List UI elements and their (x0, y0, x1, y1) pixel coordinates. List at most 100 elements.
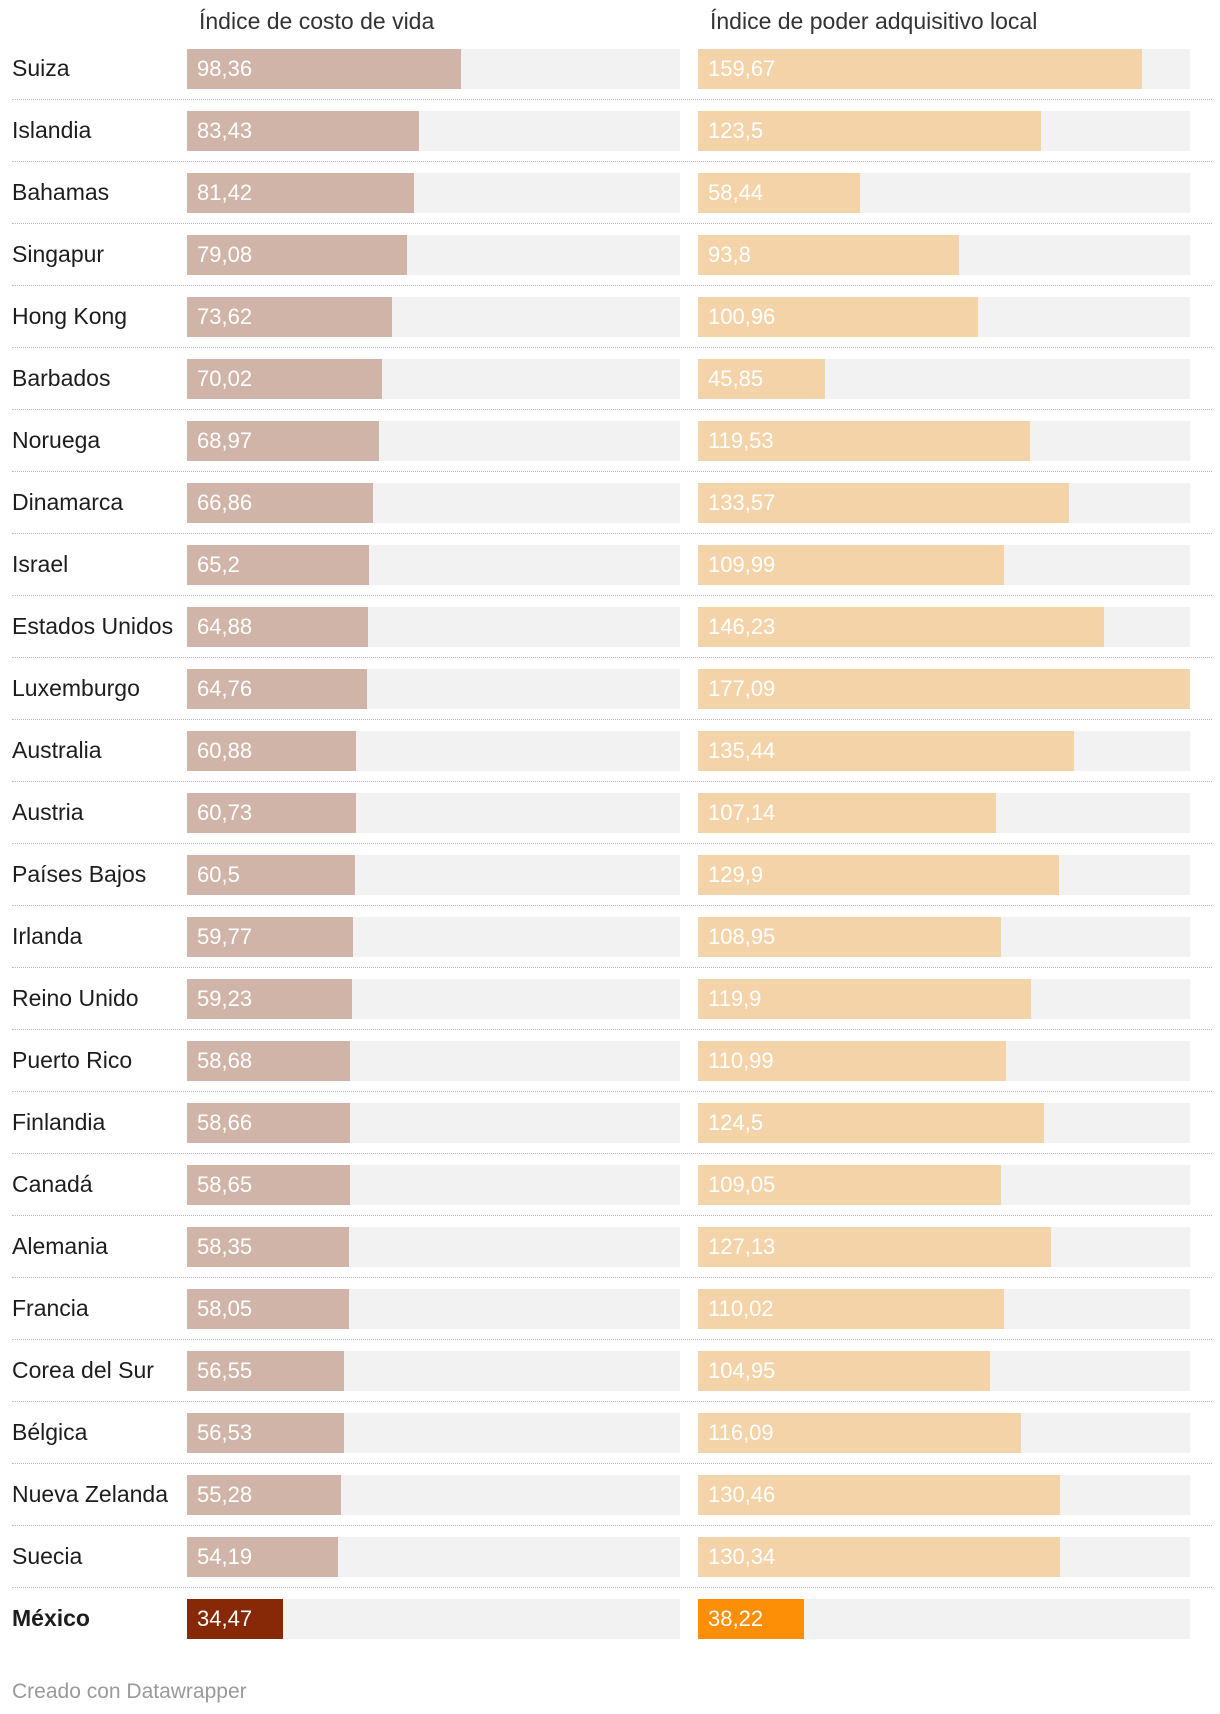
cost-bar-track: 64,88 (187, 607, 680, 647)
cost-of-living-bar (187, 917, 354, 957)
country-label: Bélgica (12, 1419, 88, 1445)
bar-value-label: 93,8 (708, 242, 751, 267)
country-label: Hong Kong (12, 303, 128, 329)
cost-bar-track: 60,5 (187, 855, 680, 895)
purchasing-power-bar (698, 1103, 1044, 1143)
cost-bar-track: 58,68 (187, 1041, 680, 1081)
chart-row: Luxemburgo 64,76 177,09 (12, 657, 1212, 720)
bar-value-label: 60,73 (197, 800, 253, 825)
bar-value-label: 68,97 (197, 428, 253, 453)
country-label: Islandia (12, 117, 92, 143)
cost-bar-track: 81,42 (187, 173, 680, 213)
power-bar-track: 109,05 (698, 1165, 1190, 1205)
power-bar-track: 93,8 (698, 235, 1190, 275)
cost-of-living-bar (187, 1041, 351, 1081)
purchasing-power-bar (698, 173, 861, 213)
purchasing-power-bar (698, 1413, 1021, 1453)
power-bar-track: 127,13 (698, 1227, 1190, 1267)
cost-of-living-bar (187, 793, 357, 833)
cost-of-living-bar (187, 359, 382, 399)
bar-value-label: 56,53 (197, 1420, 253, 1445)
purchasing-power-bar (698, 1041, 1007, 1081)
bar-value-label: 58,66 (197, 1110, 253, 1135)
bar-value-label: 109,99 (708, 552, 776, 577)
chart-row: Hong Kong 73,62 100,96 (12, 285, 1212, 348)
bar-value-label: 56,55 (197, 1358, 253, 1383)
power-bar-track: 116,09 (698, 1413, 1190, 1453)
bar-value-label: 130,46 (708, 1482, 776, 1507)
cost-bar-track: 56,55 (187, 1351, 680, 1391)
chart-row: Canadá 58,65 109,05 (12, 1153, 1212, 1216)
chart-row: Suecia 54,19 130,34 (12, 1525, 1212, 1588)
bar-value-label: 110,99 (708, 1048, 774, 1073)
country-label: Suecia (12, 1543, 83, 1569)
purchasing-power-bar (698, 855, 1059, 895)
bar-value-label: 119,9 (708, 986, 762, 1011)
chart-row: Dinamarca 66,86 133,57 (12, 471, 1212, 534)
chart-row: Australia 60,88 135,44 (12, 719, 1212, 782)
purchasing-power-bar (698, 731, 1075, 771)
header-purchasing-power: Índice de poder adquisitivo local (710, 8, 1038, 34)
country-label: Australia (12, 737, 102, 763)
bar-value-label: 70,02 (197, 366, 253, 391)
bar-value-label: 177,09 (708, 676, 776, 701)
chart-row: Barbados 70,02 45,85 (12, 347, 1212, 410)
bar-value-label: 34,47 (197, 1606, 253, 1631)
chart-row: Irlanda 59,77 108,95 (12, 905, 1212, 968)
bar-value-label: 100,96 (708, 304, 776, 329)
power-bar-track: 123,5 (698, 111, 1190, 151)
purchasing-power-bar (698, 1289, 1004, 1329)
cost-of-living-bar (187, 1289, 349, 1329)
bar-value-label: 64,88 (197, 614, 253, 639)
country-label: Austria (12, 799, 84, 825)
cost-bar-track: 58,65 (187, 1165, 680, 1205)
cost-bar-track: 58,66 (187, 1103, 680, 1143)
country-label: Francia (12, 1295, 89, 1321)
cost-bar-track: 59,77 (187, 917, 680, 957)
purchasing-power-bar (698, 607, 1105, 647)
bar-value-label: 60,88 (197, 738, 253, 763)
power-bar-track: 135,44 (698, 731, 1190, 771)
bar-value-label: 146,23 (708, 614, 776, 639)
bar-value-label: 107,14 (708, 800, 776, 825)
country-label: Nueva Zelanda (12, 1481, 168, 1507)
bar-value-label: 58,35 (197, 1234, 253, 1259)
cost-of-living-bar (187, 421, 379, 461)
purchasing-power-bar (698, 235, 959, 275)
bar-value-label: 45,85 (708, 366, 764, 391)
bar-value-label: 64,76 (197, 676, 253, 701)
purchasing-power-bar (698, 793, 996, 833)
bar-value-label: 66,86 (197, 490, 253, 515)
bar-value-label: 73,62 (197, 304, 253, 329)
purchasing-power-bar (698, 111, 1042, 151)
cost-of-living-bar (187, 1351, 345, 1391)
bar-value-label: 130,34 (708, 1544, 776, 1569)
bar-value-label: 124,5 (708, 1110, 764, 1135)
purchasing-power-bar (698, 483, 1070, 523)
chart-row: Austria 60,73 107,14 (12, 781, 1212, 844)
bar-value-label: 58,44 (708, 180, 764, 205)
footer-credit: Creado con Datawrapper (12, 1680, 247, 1703)
cost-of-living-bar (187, 1103, 351, 1143)
power-bar-track: 107,14 (698, 793, 1190, 833)
chart-row: Países Bajos 60,5 129,9 (12, 843, 1212, 906)
country-label: Canadá (12, 1171, 93, 1197)
cost-of-living-bar (187, 731, 357, 771)
power-bar-track: 110,99 (698, 1041, 1190, 1081)
chart-row: Noruega 68,97 119,53 (12, 409, 1212, 472)
power-bar-track: 100,96 (698, 297, 1190, 337)
power-bar-track: 129,9 (698, 855, 1190, 895)
cost-bar-track: 73,62 (187, 297, 680, 337)
purchasing-power-bar (698, 1537, 1061, 1577)
bar-value-label: 116,09 (708, 1420, 774, 1445)
cost-bar-track: 60,73 (187, 793, 680, 833)
bar-value-label: 65,2 (197, 552, 240, 577)
chart-row: Suiza 98,36 159,67 (12, 37, 1212, 100)
country-label: Países Bajos (12, 861, 147, 887)
purchasing-power-bar (698, 669, 1190, 709)
country-label: Estados Unidos (12, 613, 174, 639)
cost-bar-track: 65,2 (187, 545, 680, 585)
chart-row: Corea del Sur 56,55 104,95 (12, 1339, 1212, 1402)
chart-row: Bahamas 81,42 58,44 (12, 161, 1212, 224)
bar-value-label: 127,13 (708, 1234, 776, 1259)
